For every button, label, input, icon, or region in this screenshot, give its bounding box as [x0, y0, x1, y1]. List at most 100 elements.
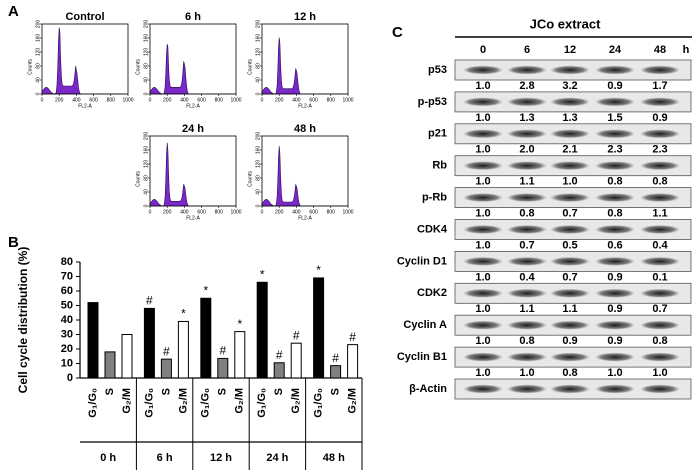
band — [640, 193, 680, 203]
x-tick-label: 400 — [180, 209, 189, 215]
x-axis-label: FL2-A — [78, 103, 92, 109]
significance: * — [203, 283, 208, 297]
x-tick-label: 200 — [55, 97, 64, 103]
y-axis-label: Counts — [27, 59, 33, 75]
phase-label: G₁/G₀ — [200, 388, 212, 418]
band — [463, 384, 503, 394]
plot-frame — [149, 23, 237, 95]
quant-value: 0.4 — [652, 239, 668, 251]
row-label: CDK2 — [417, 287, 447, 299]
band — [463, 161, 503, 171]
x-tick-label: 600 — [309, 97, 318, 103]
quant-value: 1.0 — [562, 176, 577, 188]
row-label: p53 — [428, 64, 447, 76]
x-tick-label: 800 — [215, 97, 224, 103]
histogram — [149, 142, 236, 207]
band — [595, 225, 635, 234]
band — [507, 97, 547, 107]
quant-value: 1.0 — [475, 335, 490, 347]
quant-value: 1.0 — [652, 367, 667, 379]
group-label: 24 h — [266, 452, 288, 464]
band — [463, 129, 503, 139]
quant-value: 0.4 — [519, 271, 535, 283]
band — [595, 352, 635, 362]
y-axis-label: Counts — [135, 59, 141, 75]
significance: # — [163, 344, 170, 358]
bar — [177, 320, 189, 379]
column-label: 48 — [654, 44, 666, 56]
quant-value: 0.8 — [607, 176, 622, 188]
x-tick-label: 0 — [41, 97, 44, 103]
quant-value: 1.0 — [475, 208, 490, 220]
quant-value: 0.9 — [652, 112, 667, 124]
quant-value: 1.0 — [519, 367, 534, 379]
band — [640, 129, 680, 139]
phase-label: S — [273, 388, 285, 395]
band — [640, 384, 680, 394]
x-tick-label: 200 — [163, 209, 172, 215]
histogram — [149, 44, 236, 95]
significance: * — [316, 263, 321, 277]
y-tick-label: 80 — [143, 175, 149, 181]
row-label: Cyclin A — [403, 319, 447, 331]
phase-label: S — [330, 388, 342, 395]
y-tick-label: 200 — [255, 132, 261, 141]
y-tick-label: 80 — [255, 175, 261, 181]
plot-title: Control — [65, 11, 104, 23]
band — [507, 352, 547, 362]
bar — [347, 344, 359, 379]
band — [640, 288, 680, 298]
quant-value: 1.0 — [475, 176, 490, 188]
band — [463, 97, 503, 107]
phase-label: G₂/M — [234, 388, 246, 414]
x-tick-label: 0 — [149, 209, 152, 215]
band — [550, 256, 590, 266]
y-tick-label: 160 — [35, 34, 41, 43]
group-label: 48 h — [323, 452, 345, 464]
y-tick-label: 120 — [255, 48, 261, 57]
y-tick-label: 40 — [143, 77, 149, 83]
bar — [234, 331, 246, 379]
column-label: 6 — [524, 44, 530, 56]
plot-frame — [41, 23, 129, 95]
y-tick-label: 160 — [255, 146, 261, 155]
x-tick-label: 200 — [275, 209, 284, 215]
band — [463, 193, 503, 203]
quant-value: 0.8 — [652, 176, 667, 188]
bar — [121, 334, 133, 379]
band — [640, 352, 680, 362]
x-tick-label: 600 — [309, 209, 318, 215]
significance: * — [260, 267, 265, 281]
x-tick-label: 400 — [180, 97, 189, 103]
quant-value: 1.0 — [475, 367, 490, 379]
x-tick-label: 400 — [72, 97, 81, 103]
band — [463, 352, 503, 362]
quant-value: 1.1 — [519, 303, 534, 315]
y-tick-label: 200 — [255, 20, 261, 29]
phase-label: G₁/G₀ — [143, 388, 155, 418]
band — [463, 225, 503, 234]
plot-title: 48 h — [294, 123, 316, 135]
quant-value: 2.1 — [562, 144, 577, 156]
y-tick-label: 60 — [61, 285, 73, 297]
x-tick-label: 400 — [292, 209, 301, 215]
band — [507, 288, 547, 298]
band — [595, 129, 635, 139]
phase-label: G₂/M — [347, 388, 359, 414]
band — [507, 225, 547, 234]
quant-value: 0.1 — [652, 271, 667, 283]
y-tick-label: 200 — [35, 20, 41, 29]
y-tick-label: 120 — [143, 160, 149, 169]
band — [507, 161, 547, 171]
band — [595, 97, 635, 107]
quant-value: 0.9 — [607, 271, 622, 283]
phase-label: G₂/M — [290, 388, 302, 414]
band — [463, 65, 503, 75]
band — [463, 256, 503, 266]
quant-value: 0.9 — [607, 335, 622, 347]
column-label: 12 — [564, 44, 576, 56]
y-tick-label: 80 — [143, 63, 149, 69]
y-tick-label: 0 — [255, 204, 261, 207]
band — [640, 320, 680, 330]
quant-value: 1.1 — [652, 208, 667, 220]
